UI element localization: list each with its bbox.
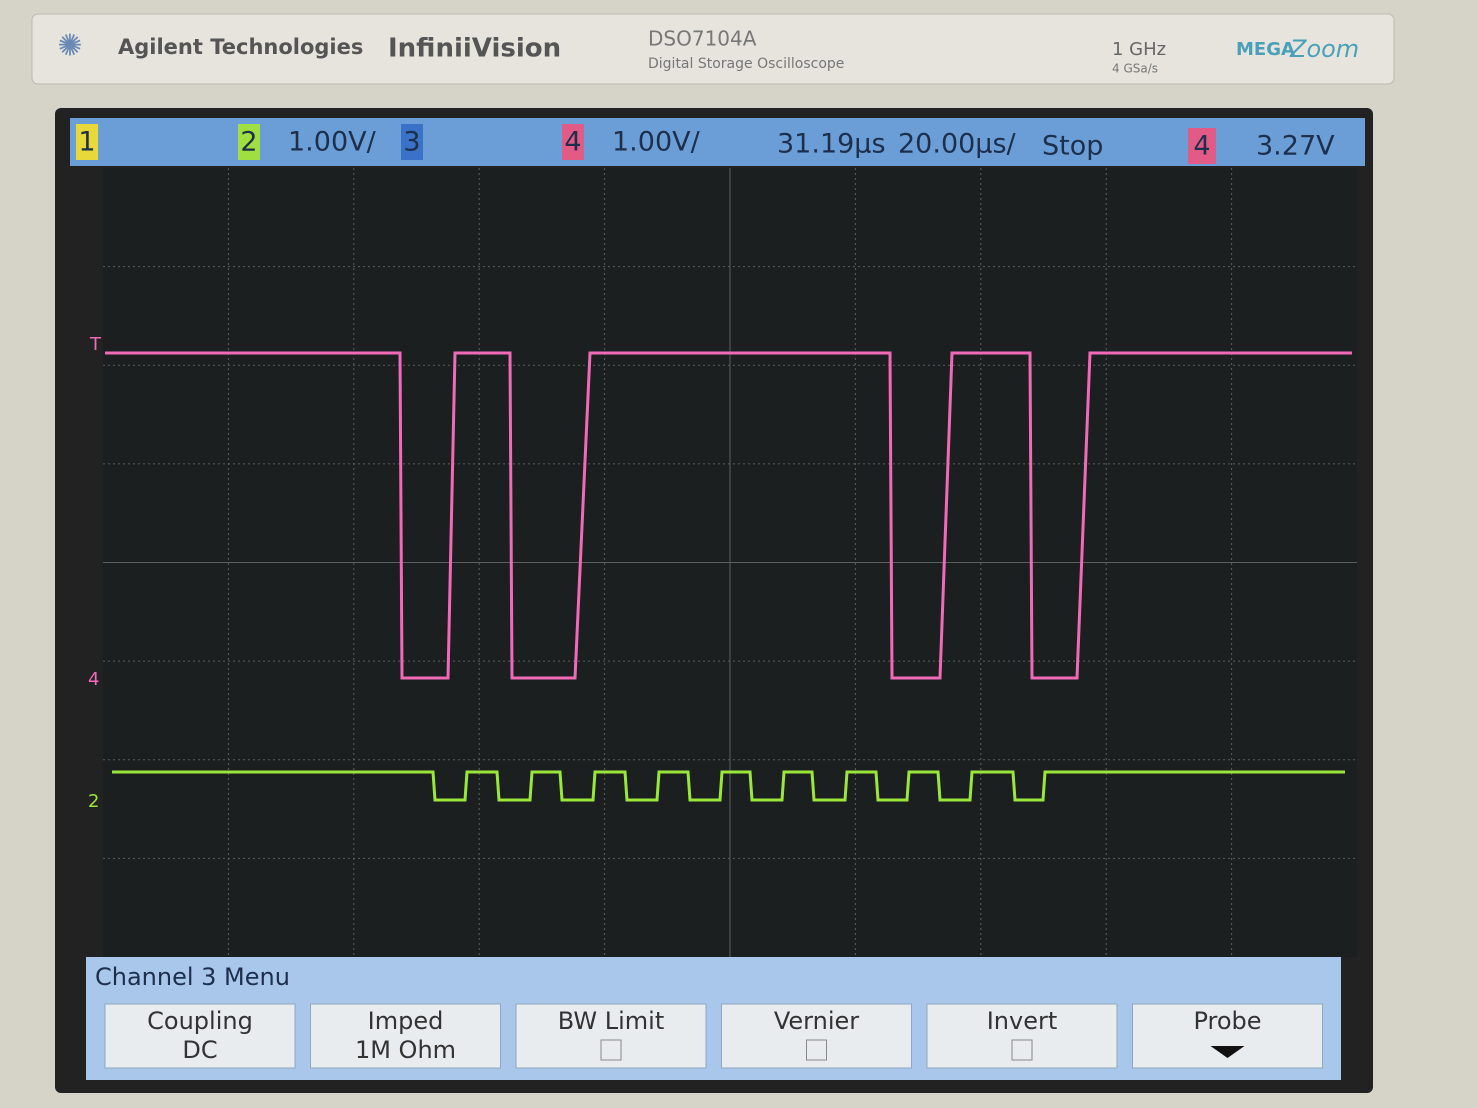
run-state: Stop	[1042, 131, 1103, 162]
ch2-box	[238, 124, 260, 160]
series: InfiniiVision	[388, 34, 561, 64]
ch2-marker: 2	[88, 791, 99, 812]
softkey[interactable]	[721, 1003, 912, 1069]
trigger-source: 4	[1193, 131, 1210, 162]
softkey[interactable]	[104, 1003, 296, 1069]
softkey-value: DC	[182, 1036, 217, 1064]
ch2-scale: 1.00V/	[288, 127, 377, 158]
trigger-source-box	[1188, 128, 1216, 164]
ch4-box	[562, 124, 584, 160]
softkey-value: 1M Ohm	[355, 1036, 456, 1064]
status-group: 1 2 1.00V/ 3 4 1.00V/ 31.19µs 20.00µs/ S…	[76, 124, 1335, 164]
header-panel	[31, 13, 1395, 85]
menu-title: Channel 3 Menu	[95, 963, 290, 991]
ch4: 4	[564, 127, 581, 158]
ch4-trace	[105, 351, 1352, 680]
checkbox	[600, 1039, 622, 1061]
softkey-label: Probe	[1193, 1007, 1261, 1035]
ch4-scale: 1.00V/	[612, 127, 701, 158]
logo-star: ✺	[57, 29, 82, 64]
softkey-label: Vernier	[774, 1007, 859, 1035]
checkbox	[1011, 1039, 1033, 1061]
softkey[interactable]	[310, 1003, 501, 1069]
softkey-label: Imped	[368, 1007, 444, 1035]
softkey-label: BW Limit	[558, 1007, 664, 1035]
grid	[103, 168, 1357, 957]
bandwidth: 1 GHz	[1112, 39, 1166, 60]
softkey-label: Coupling	[147, 1007, 253, 1035]
brand: Agilent Technologies	[118, 35, 363, 59]
ch3-box	[401, 124, 423, 160]
timebase: 20.00µs/	[898, 129, 1017, 160]
ch2: 2	[240, 127, 257, 158]
ch3: 3	[403, 127, 420, 158]
checkbox	[806, 1039, 827, 1061]
sample-rate: 4 GSa/s	[1112, 62, 1158, 76]
softkey[interactable]	[515, 1003, 707, 1069]
ch1: 1	[78, 127, 95, 158]
trigger-level: 3.27V	[1256, 131, 1335, 162]
ch1-box	[76, 124, 98, 160]
softkey[interactable]	[926, 1003, 1118, 1069]
model: DSO7104A	[648, 27, 757, 51]
delay: 31.19µs	[777, 129, 886, 160]
submenu-arrow	[1210, 1046, 1245, 1058]
status-bar	[70, 118, 1365, 166]
softkey-label: Invert	[987, 1007, 1058, 1035]
logo-right: Zoom	[1289, 35, 1359, 63]
logo-left: MEGA	[1236, 39, 1295, 60]
ch4-marker: 4	[88, 669, 99, 690]
model-description: Digital Storage Oscilloscope	[648, 56, 844, 72]
ch2-trace	[112, 770, 1345, 802]
trigger-marker: T	[89, 334, 102, 355]
